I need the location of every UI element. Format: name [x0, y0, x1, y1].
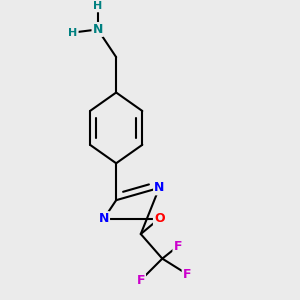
Text: N: N	[99, 212, 109, 225]
Text: F: F	[173, 240, 182, 253]
Text: N: N	[92, 23, 103, 36]
Text: N: N	[154, 182, 164, 194]
Text: H: H	[93, 2, 102, 11]
Text: H: H	[68, 28, 78, 38]
Text: F: F	[183, 268, 191, 281]
Text: F: F	[136, 274, 145, 287]
Text: O: O	[154, 212, 164, 225]
